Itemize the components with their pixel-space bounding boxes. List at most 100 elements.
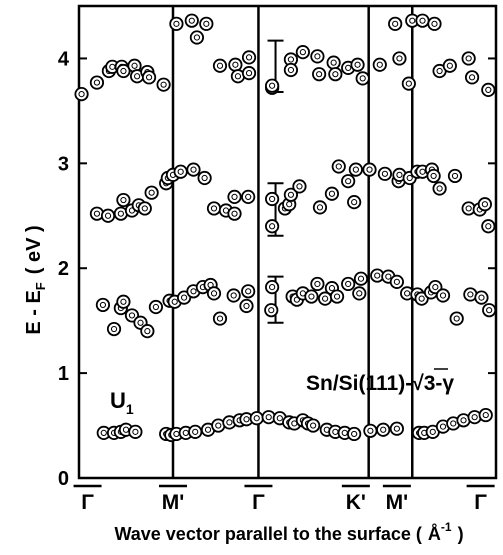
data-point (100, 208, 116, 223)
data-point (241, 50, 257, 65)
data-point (116, 63, 131, 79)
data-point (116, 294, 131, 309)
data-point (188, 424, 203, 439)
svg-text:K': K' (346, 491, 366, 514)
data-point (212, 58, 228, 73)
y-axis-label-unit: ( eV ) (23, 225, 45, 274)
data-point (442, 58, 457, 73)
data-point (241, 66, 257, 81)
data-point (392, 51, 407, 66)
data-point (212, 311, 228, 326)
data-point (283, 62, 299, 78)
svg-text:M': M' (386, 491, 409, 514)
data-point (249, 411, 264, 426)
data-point (239, 298, 254, 314)
data-point (265, 191, 280, 207)
surface-annotation: Sn/Si(111)-√3-γ (306, 372, 454, 395)
data-point (389, 274, 404, 289)
data-point (226, 288, 241, 303)
data-point (304, 289, 319, 304)
data-point (362, 162, 377, 177)
data-point (331, 159, 346, 174)
data-point (74, 87, 89, 102)
symmetry-dividers (171, 6, 414, 478)
data-point (116, 192, 131, 208)
data-point (261, 410, 276, 425)
data-point (227, 189, 242, 204)
y-axis-label-sub: F (33, 282, 48, 290)
data-point (353, 271, 369, 286)
data-point (432, 181, 447, 196)
data-point (312, 67, 327, 82)
y-tick-labels: 0 1 2 3 4 (58, 48, 70, 490)
data-point (464, 70, 480, 85)
data-point (148, 299, 164, 315)
data-point (140, 324, 155, 339)
data-point (449, 311, 464, 326)
data-point (463, 287, 478, 302)
data-point (426, 168, 441, 184)
data-point (401, 76, 416, 91)
x-axis-label: Wave vector parallel to the surface (Å-1… (114, 520, 463, 544)
data-point (376, 422, 391, 437)
data-point (141, 70, 157, 85)
y-tick-label: 1 (58, 363, 69, 385)
symmetry-point-label: Γ (466, 484, 495, 514)
data-point (478, 407, 493, 423)
data-point (435, 288, 451, 303)
data-point (312, 200, 328, 215)
data-point (350, 57, 365, 72)
x-axis-label-close: ) (458, 524, 464, 544)
data-point (310, 276, 325, 292)
data-point (206, 201, 222, 216)
data-point (265, 219, 280, 234)
data-point (189, 30, 205, 45)
data-point (363, 423, 378, 438)
data-point (265, 280, 280, 295)
data-point (173, 164, 188, 179)
y-tick-label: 2 (58, 258, 69, 280)
data-point (95, 297, 111, 313)
data-point (461, 51, 476, 66)
data-point (265, 78, 280, 93)
symmetry-point-label: Γ (73, 484, 102, 514)
symmetry-point-label: M' (382, 484, 411, 514)
data-point (186, 162, 201, 177)
data-point (477, 197, 492, 212)
data-point (197, 170, 212, 186)
data-point (241, 189, 256, 204)
data-point (341, 276, 356, 292)
data-point (295, 45, 310, 60)
data-point (352, 286, 367, 301)
data-point (206, 286, 222, 301)
data-point (341, 174, 356, 189)
symmetry-point-label: K' (341, 484, 370, 514)
data-point (144, 185, 159, 200)
y-tick-label: 0 (58, 468, 69, 490)
svg-text:Γ: Γ (81, 491, 94, 514)
surface-annotation-sqrt: √3-γ (412, 372, 454, 395)
data-point (127, 58, 142, 73)
data-point (328, 67, 343, 82)
data-point (89, 75, 105, 90)
data-point (241, 284, 256, 299)
data-point (324, 186, 340, 201)
y-axis-label: E - EF ( eV ) (23, 225, 48, 334)
data-point (228, 57, 243, 72)
svg-text:Γ: Γ (474, 491, 487, 514)
data-point (347, 426, 362, 442)
x-axis-label-main: Wave vector parallel to the surface ( (114, 524, 421, 544)
data-point (137, 201, 152, 216)
band-label-text: U (110, 388, 126, 413)
svg-text:Γ: Γ (252, 491, 265, 514)
data-point (106, 321, 122, 337)
data-point (283, 187, 299, 202)
data-point (427, 16, 442, 31)
data-point (264, 303, 279, 318)
data-point (156, 77, 171, 92)
data-point (128, 424, 143, 439)
data-point (310, 49, 325, 64)
data-point (184, 13, 199, 28)
data-point (482, 303, 497, 318)
